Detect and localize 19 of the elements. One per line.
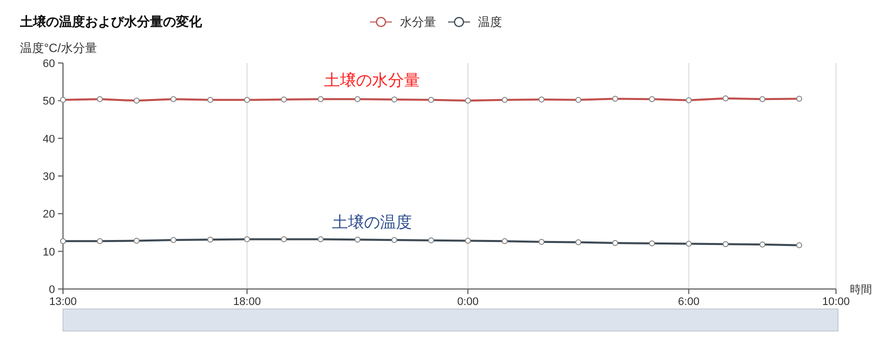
y-tick-label: 20	[42, 208, 55, 221]
legend-label: 温度	[478, 15, 502, 29]
y-tick-label: 50	[42, 96, 55, 108]
x-tick-label: 6:00	[678, 296, 700, 308]
legend-label: 水分量	[400, 15, 436, 29]
y-tick-label: 40	[42, 133, 55, 146]
x-tick-label: 10:00	[822, 296, 850, 308]
annotation: 土壌の水分量	[324, 72, 420, 90]
y-tick-label: 60	[42, 58, 55, 70]
y-tick-label: 0	[48, 284, 55, 296]
x-axis-title: 時間	[850, 283, 872, 296]
y-tick-label: 10	[42, 246, 55, 258]
x-tick-label: 0:00	[457, 296, 479, 308]
chart-title: 土壌の温度および水分量の変化	[19, 14, 203, 29]
y-axis-title: 温度°C/水分量	[20, 41, 97, 55]
y-tick-label: 30	[42, 171, 55, 183]
x-tick-label: 13:00	[49, 296, 77, 308]
x-tick-label: 18:00	[233, 296, 261, 308]
annotation: 土壌の温度	[332, 213, 412, 232]
